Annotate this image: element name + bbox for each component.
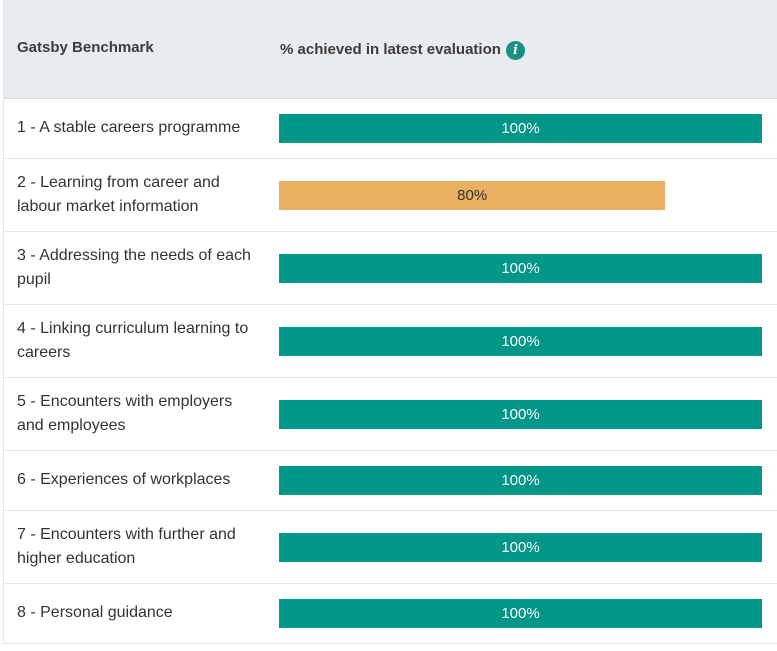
table-row: 1 - A stable careers programme 100%	[4, 99, 777, 159]
table-header: Gatsby Benchmark % achieved in latest ev…	[4, 0, 777, 99]
benchmark-label: 5 - Encounters with employers and employ…	[17, 393, 233, 434]
table-row: 5 - Encounters with employers and employ…	[4, 378, 777, 451]
benchmark-label: 6 - Experiences of workplaces	[17, 471, 231, 488]
progress-bar: 100%	[279, 254, 762, 283]
benchmark-label: 2 - Learning from career and labour mark…	[17, 174, 220, 215]
column-header-achieved-label: % achieved in latest evaluation	[280, 41, 501, 58]
progress-track: 100%	[279, 599, 762, 628]
progress-track: 100%	[279, 533, 762, 562]
progress-track: 80%	[279, 181, 762, 210]
progress-bar: 100%	[279, 400, 762, 429]
progress-bar: 100%	[279, 114, 762, 143]
progress-bar: 100%	[279, 466, 762, 495]
table-row: 3 - Addressing the needs of each pupil 1…	[4, 232, 777, 305]
progress-bar: 100%	[279, 599, 762, 628]
progress-bar: 100%	[279, 533, 762, 562]
benchmark-table: Gatsby Benchmark % achieved in latest ev…	[3, 0, 777, 644]
progress-track: 100%	[279, 466, 762, 495]
progress-bar: 100%	[279, 327, 762, 356]
table-row: 6 - Experiences of workplaces 100%	[4, 451, 777, 511]
benchmark-label: 4 - Linking curriculum learning to caree…	[17, 320, 249, 361]
table-row: 7 - Encounters with further and higher e…	[4, 511, 777, 584]
benchmark-label: 7 - Encounters with further and higher e…	[17, 526, 236, 567]
benchmark-label: 3 - Addressing the needs of each pupil	[17, 247, 251, 288]
progress-track: 100%	[279, 114, 762, 143]
table-row: 2 - Learning from career and labour mark…	[4, 159, 777, 232]
progress-track: 100%	[279, 400, 762, 429]
benchmark-label: 1 - A stable careers programme	[17, 119, 241, 136]
progress-bar: 80%	[279, 181, 666, 210]
column-header-achieved: % achieved in latest evaluation i	[280, 39, 525, 60]
table-row: 8 - Personal guidance 100%	[4, 584, 777, 644]
table-row: 4 - Linking curriculum learning to caree…	[4, 305, 777, 378]
column-header-benchmark: Gatsby Benchmark	[17, 39, 154, 56]
info-icon[interactable]: i	[505, 41, 525, 60]
progress-track: 100%	[279, 327, 762, 356]
benchmark-label: 8 - Personal guidance	[17, 604, 173, 621]
progress-track: 100%	[279, 254, 762, 283]
